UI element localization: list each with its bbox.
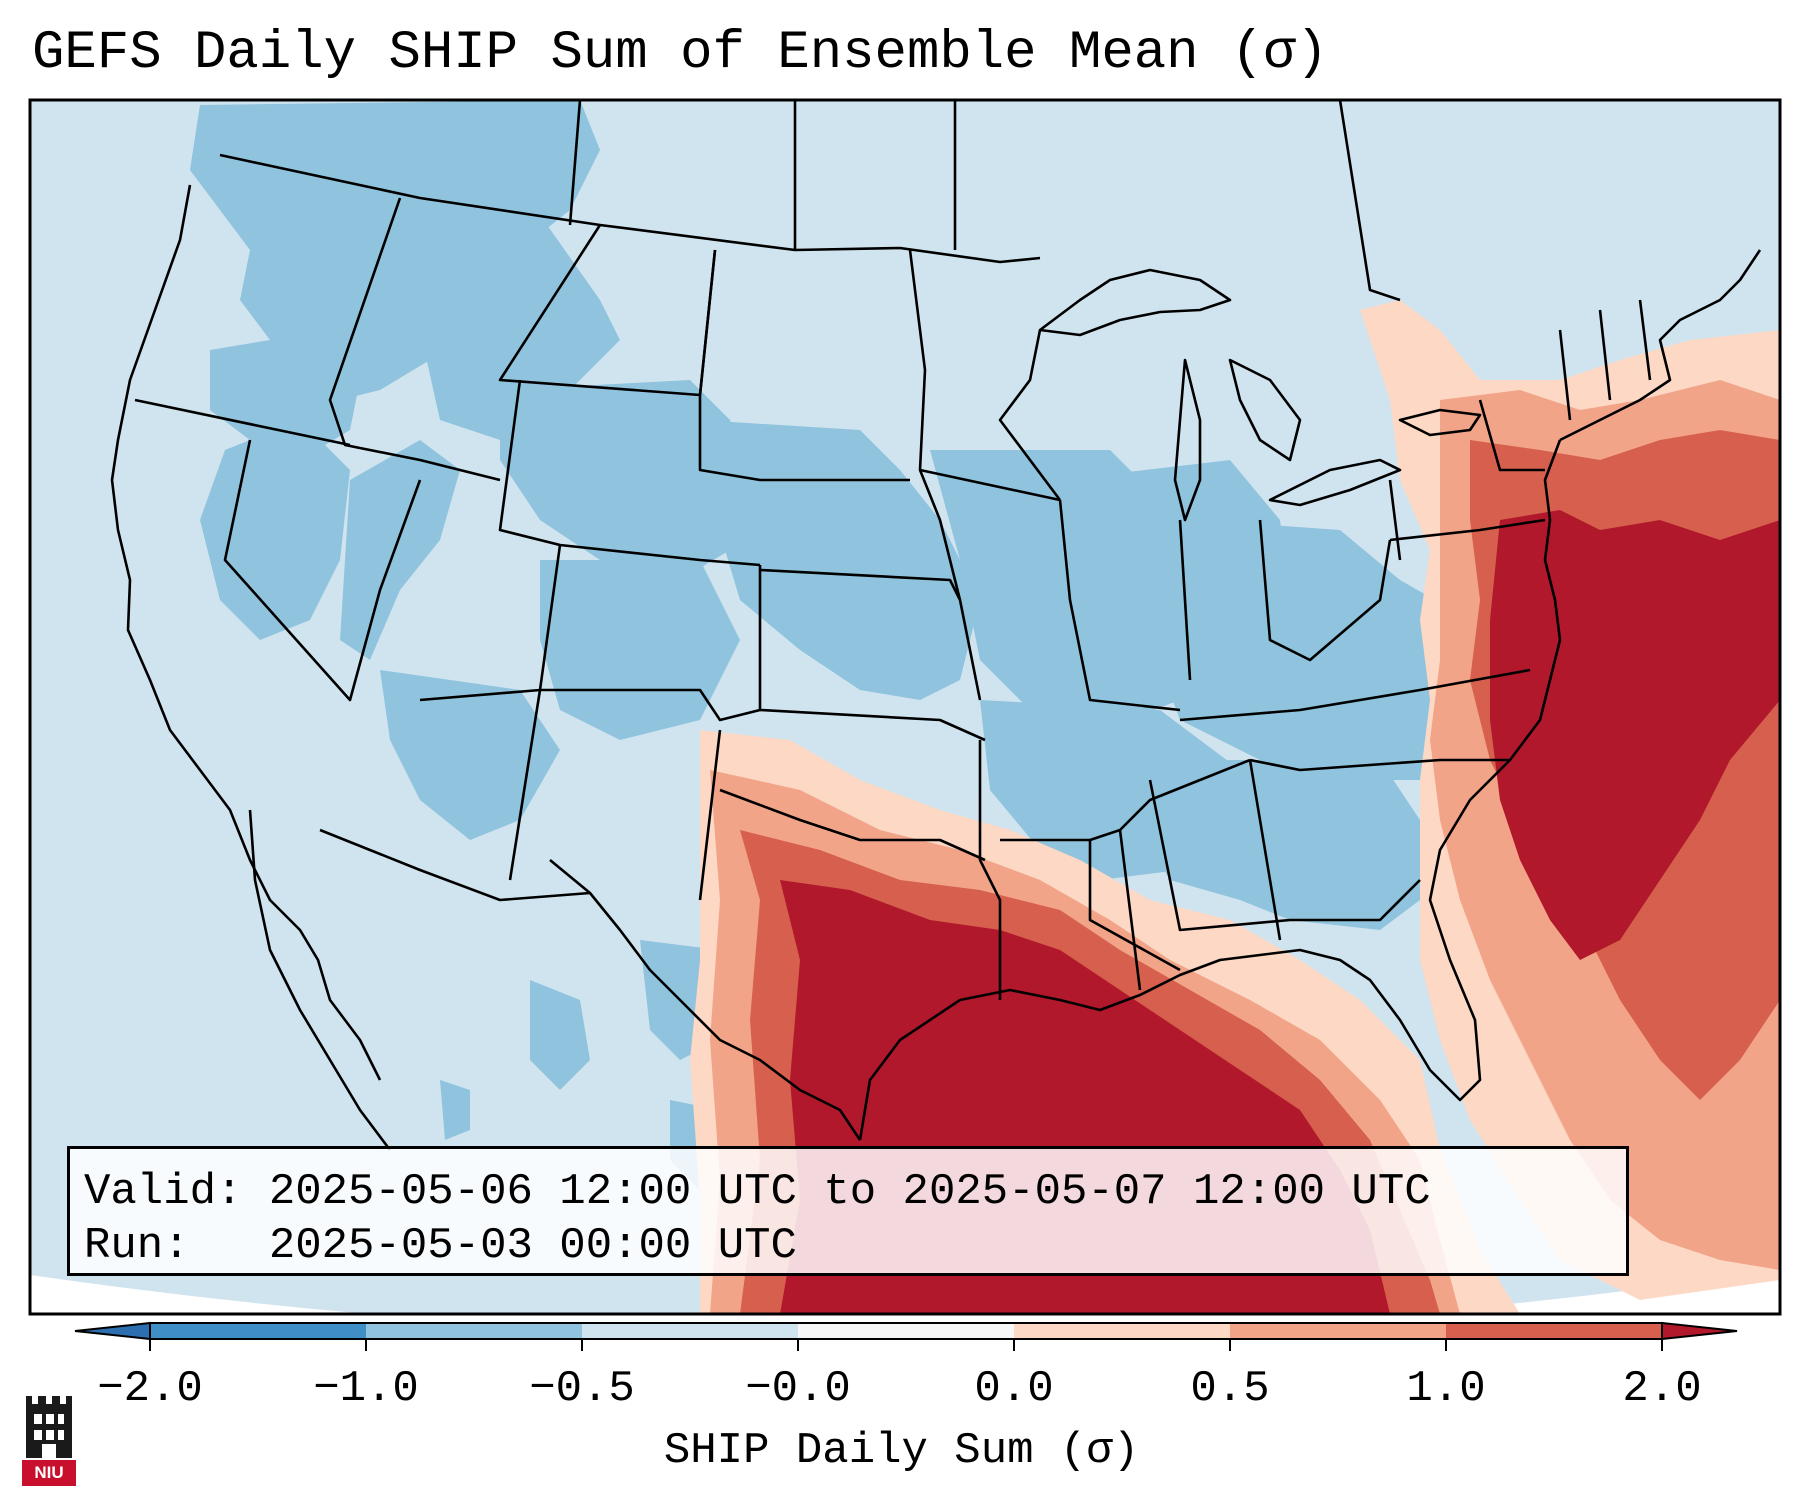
coastline-baja bbox=[248, 809, 392, 1151]
colorbar-bin bbox=[1230, 1323, 1447, 1339]
chart-title: GEFS Daily SHIP Sum of Ensemble Mean (σ) bbox=[32, 23, 1329, 84]
projection-edge bbox=[30, 1270, 1780, 1314]
coastline-west bbox=[110, 184, 382, 1081]
castle-icon bbox=[22, 1396, 76, 1486]
colorbar-tick-label: −2.0 bbox=[97, 1364, 203, 1414]
lake-ontario bbox=[1398, 408, 1482, 437]
state-borders bbox=[110, 99, 1762, 1151]
valid-label: Valid: bbox=[84, 1167, 243, 1217]
info-box: Valid: 2025-05-06 12:00 UTC to 2025-05-0… bbox=[67, 1146, 1629, 1276]
colorbar-extend-low bbox=[74, 1321, 151, 1341]
colorbar bbox=[74, 1321, 1738, 1351]
colorbar-bin bbox=[582, 1323, 799, 1339]
colorbar-bin bbox=[366, 1323, 583, 1339]
colorbar-label: SHIP Daily Sum (σ) bbox=[663, 1426, 1140, 1476]
colorbar-tick-label: 2.0 bbox=[1622, 1364, 1702, 1414]
colorbar-bin bbox=[798, 1323, 1015, 1339]
colorbar-bin bbox=[150, 1323, 367, 1339]
coastline-gulf bbox=[858, 439, 1562, 1141]
niu-logo: NIU bbox=[20, 1390, 78, 1490]
colorbar-frame bbox=[149, 1322, 1663, 1340]
colorbar-extend-high bbox=[1661, 1321, 1738, 1341]
valid-value: 2025-05-06 12:00 UTC to 2025-05-07 12:00… bbox=[268, 1167, 1431, 1217]
logo-text: NIU bbox=[34, 1463, 64, 1482]
map-frame bbox=[28, 98, 1782, 1316]
colorbar-tick-label: 1.0 bbox=[1406, 1364, 1486, 1414]
colorbar-tick-label: −1.0 bbox=[313, 1364, 419, 1414]
lake-michigan bbox=[1173, 358, 1202, 522]
colorbar-bin bbox=[1014, 1323, 1231, 1339]
colorbar-tick-label: −0.5 bbox=[529, 1364, 635, 1414]
run-label: Run: bbox=[84, 1221, 190, 1271]
run-value: 2025-05-03 00:00 UTC bbox=[268, 1221, 797, 1271]
colorbar-tick-label: −0.0 bbox=[745, 1364, 851, 1414]
lake-erie bbox=[1268, 458, 1402, 507]
lake-superior bbox=[1038, 268, 1232, 337]
lake-huron bbox=[1228, 358, 1302, 462]
colorbar-tick-label: 0.5 bbox=[1190, 1364, 1270, 1414]
colorbar-tick-label: 0.0 bbox=[974, 1364, 1054, 1414]
coastline-northeast bbox=[1559, 249, 1762, 442]
colorbar-bin bbox=[1446, 1323, 1663, 1339]
border-mexico bbox=[319, 828, 862, 1141]
